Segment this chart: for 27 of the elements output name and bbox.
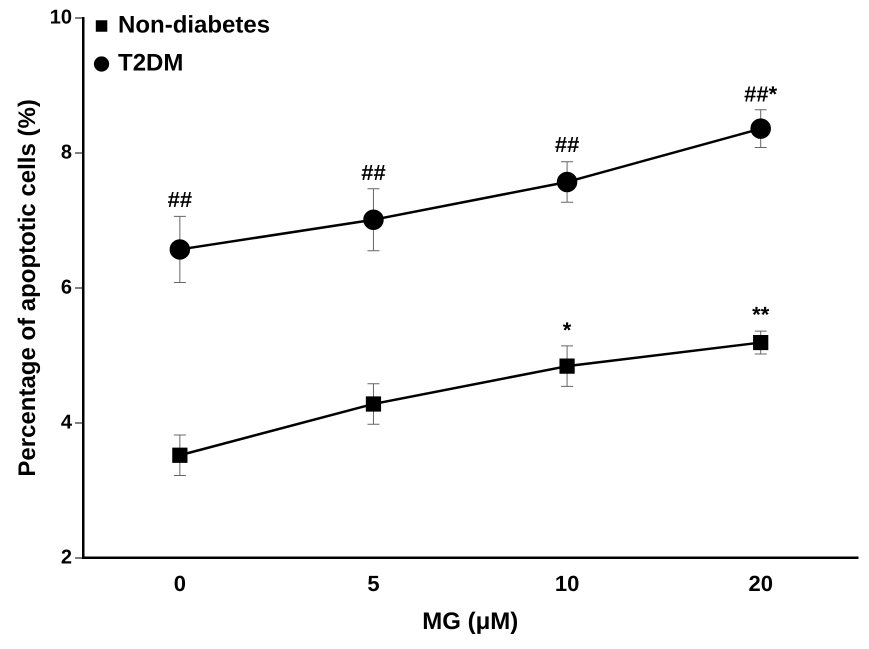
x-axis-title: MG (μM) xyxy=(422,608,518,636)
x-tick-label: 5 xyxy=(367,571,380,596)
annotation: ## xyxy=(168,186,192,212)
point xyxy=(172,448,188,463)
y-tick-label: 6 xyxy=(60,276,72,298)
annotation: * xyxy=(562,318,572,343)
y-tick-label: 2 xyxy=(60,546,72,568)
y-axis-title: Percentage of apoptotic cells (%) xyxy=(14,99,42,477)
annotation: ## xyxy=(361,160,386,185)
x-tick-label: 0 xyxy=(174,571,186,596)
annotation: ##* xyxy=(744,82,778,107)
point xyxy=(366,396,382,412)
x-tick-label: 20 xyxy=(748,571,773,596)
point xyxy=(170,239,190,260)
point xyxy=(559,358,575,374)
y-tick-label: 8 xyxy=(60,141,72,164)
y-tick-label: 4 xyxy=(60,411,73,434)
x-tick-label: 10 xyxy=(554,571,580,596)
point xyxy=(363,210,384,230)
legend-label: T2DM xyxy=(118,50,184,77)
annotation: ## xyxy=(554,132,580,158)
y-tick-label: 10 xyxy=(50,6,72,29)
annotation: ** xyxy=(752,302,770,328)
point xyxy=(556,172,578,192)
point xyxy=(750,118,771,139)
point xyxy=(753,334,768,350)
legend-label: Non-diabetes xyxy=(118,12,270,39)
